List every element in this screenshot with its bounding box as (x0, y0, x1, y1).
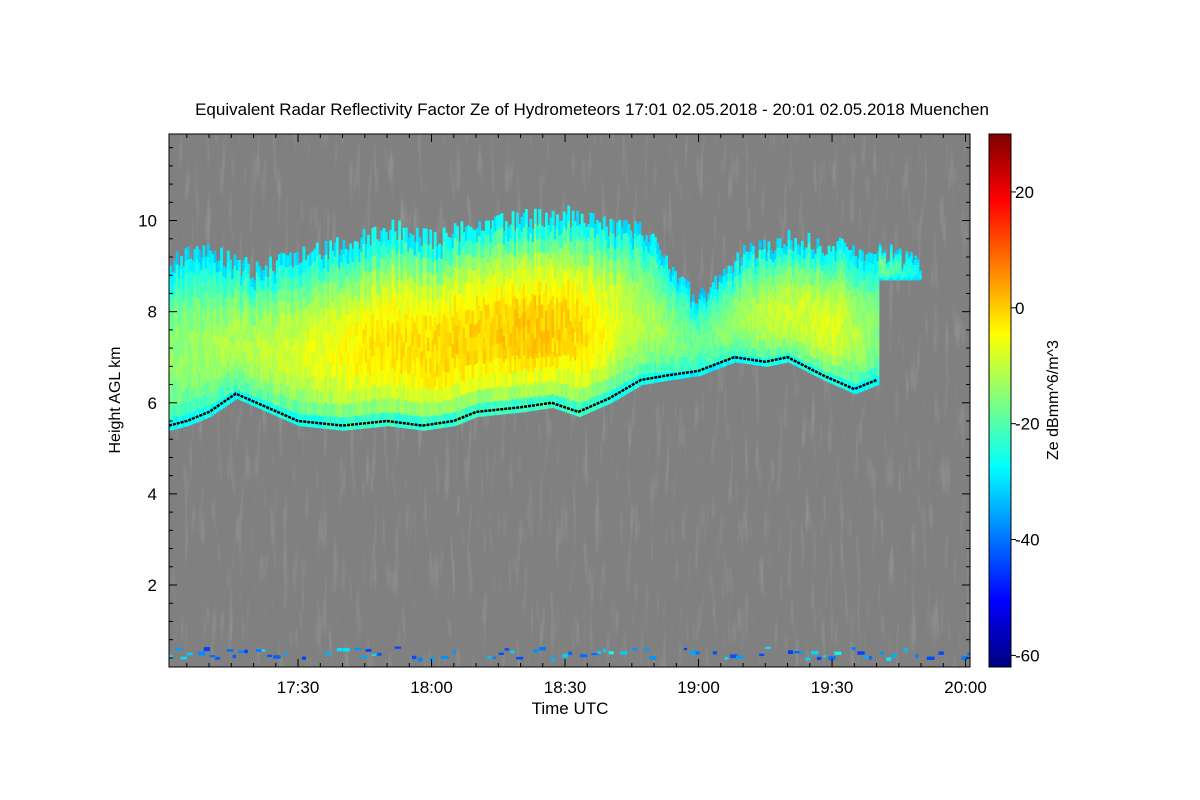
y-tick-label: 8 (148, 303, 157, 322)
y-axis-label: Height AGL km (107, 346, 124, 453)
colorbar-tick-label: -20 (1015, 415, 1040, 434)
y-tick-label: 6 (148, 394, 157, 413)
x-tick-label: 20:00 (944, 678, 987, 697)
colorbar-label: Ze dBmm^6/m^3 (1045, 340, 1062, 460)
reflectivity-field (169, 134, 970, 667)
colorbar-tick-label: 0 (1015, 299, 1024, 318)
colorbar-scale (988, 133, 1012, 668)
plot-frame (168, 133, 971, 668)
colorbar: 20 0 -20 -40 -60 Ze dBmm^6/m^3 (988, 133, 1062, 668)
colorbar-tick-label: -40 (1015, 531, 1040, 550)
y-axis: 2 4 6 8 10 (138, 147, 970, 659)
y-tick-label: 2 (148, 576, 157, 595)
x-tick-label: 19:30 (811, 678, 854, 697)
x-tick-label: 17:30 (277, 678, 320, 697)
y-tick-label: 4 (148, 485, 157, 504)
y-tick-label: 10 (138, 212, 157, 231)
x-axis-label: Time UTC (532, 699, 609, 718)
x-tick-label: 19:00 (677, 678, 720, 697)
colorbar-tick-label: 20 (1015, 183, 1034, 202)
colorbar-tick-label: -60 (1015, 646, 1040, 665)
cloud-base-line (169, 355, 877, 427)
x-tick-label: 18:00 (410, 678, 453, 697)
x-tick-label: 18:30 (544, 678, 587, 697)
chart-title: Equivalent Radar Reflectivity Factor Ze … (195, 100, 989, 119)
x-axis: 17:30 18:00 18:30 19:00 19:30 20:00 (186, 134, 987, 697)
